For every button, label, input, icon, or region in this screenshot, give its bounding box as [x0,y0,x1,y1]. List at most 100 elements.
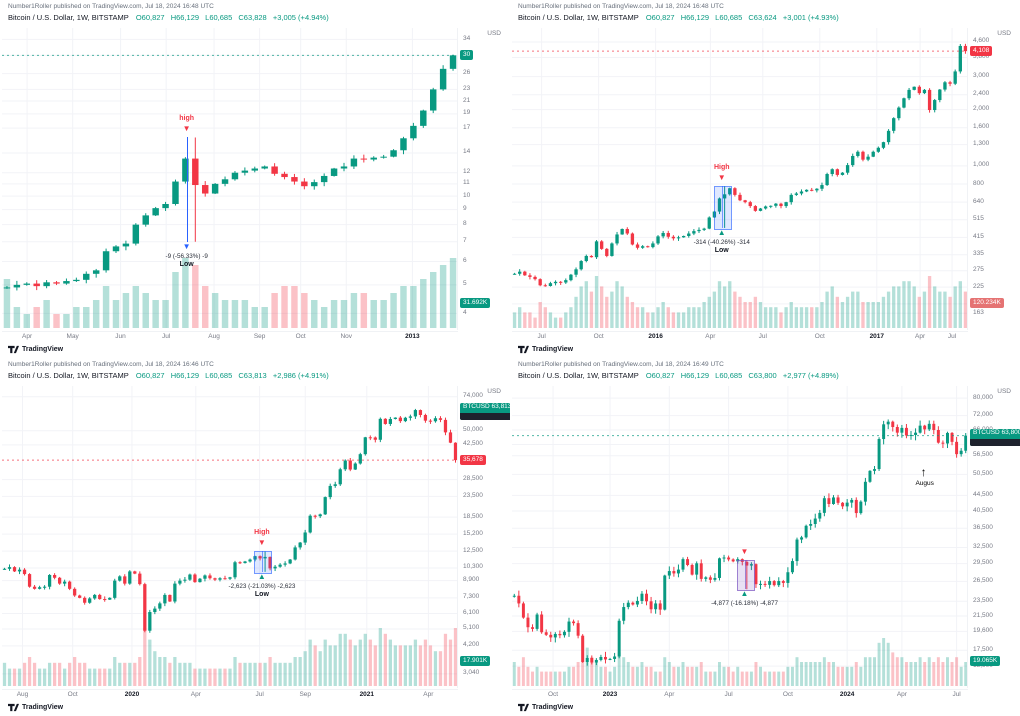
ohlc-high: H66,129 [680,13,710,22]
ohlc-low: L60,685 [715,371,743,380]
price-axis[interactable]: 80,00072,00066,00060,50056,50050,50044,5… [967,386,1020,688]
price-tick-label: 10 [463,191,471,199]
symbol-name[interactable]: Bitcoin / U.S. Dollar, 1W, BITSTAMP [518,13,639,22]
tradingview-footer[interactable]: TradingView [518,345,573,354]
price-tick-label: 44,500 [973,490,993,498]
price-tick-label: 32,500 [973,543,993,551]
price-axis[interactable]: 34302623211917141211109876543031.692K [457,28,510,330]
candlestick-chart[interactable]: ▼ high ▼ -9 (-56.33%) -9 Low [2,28,458,330]
price-tick-label: 1,600 [973,123,990,131]
price-tick-label: 28,500 [463,475,483,483]
price-tick-label: 21 [463,96,471,104]
price-tick-label: 7 [463,237,467,245]
price-tick-label: 335 [973,250,984,258]
attribution: Number1Roller published on TradingView.c… [8,361,214,368]
candlestick-chart[interactable]: ▼ High ▲ -2,623 (-21.03%) -2,623 Low [2,386,458,688]
chart-canvas [512,28,968,328]
price-tick-label: 163 [973,308,984,316]
time-axis-label: May [66,333,79,340]
ohlc-high: H66,129 [680,371,710,380]
time-axis-label: Apr [896,691,907,698]
price-tick-label: 17,500 [973,645,993,653]
chart-canvas [2,386,458,686]
volume-bars [512,276,968,328]
price-tick-label: 29,500 [973,559,993,567]
tradingview-footer[interactable]: TradingView [8,345,63,354]
tradingview-footer[interactable]: TradingView [8,703,63,712]
ohlc-low: L60,685 [205,13,233,22]
price-tick-label: 14 [463,148,471,156]
symbol-name[interactable]: Bitcoin / U.S. Dollar, 1W, BITSTAMP [518,371,639,380]
ohlc-low: L60,685 [205,371,233,380]
ohlc-open: O60,827 [135,13,165,22]
time-axis-label: Oct [295,333,306,340]
time-axis-label: Jul [162,333,171,340]
volume-bars [2,628,458,686]
price-axis[interactable]: 4,600 3,800 3,000 2,400 2,000 1,600 1,300 1,000… [967,28,1020,330]
symbol-price-badge: BTCUSD 63,813 [460,402,510,420]
price-tick-label: 3,000 [973,72,990,80]
ohlc-open: O60,827 [135,371,165,380]
time-axis-label: Apr [915,333,926,340]
symbol-name[interactable]: Bitcoin / U.S. Dollar, 1W, BITSTAMP [8,371,129,380]
time-axis-label: Jul [947,333,957,340]
price-tick-label: 275 [973,266,984,274]
time-axis[interactable]: Oct 2023 Apr Jul Oct 2024 Apr Jul [512,689,968,703]
ohlc-close: C63,813 [238,371,267,380]
time-axis-label: Sep [253,333,266,340]
time-axis-label: Jul [724,691,733,698]
tradingview-label: TradingView [532,346,574,353]
price-tick-label: 11 [463,179,470,187]
volume-badge: 19.065K [970,656,1001,666]
chart-panel-2020: Number1Roller published on TradingView.c… [0,358,511,716]
price-axis[interactable]: 74,000 50,000 42,500 28,500 23,500 18,500 15,2… [457,386,510,688]
tradingview-footer[interactable]: TradingView [518,703,573,712]
price-tick-label: 8 [463,220,467,228]
time-axis-label: Jun [115,333,126,340]
symbol-name[interactable]: Bitcoin / U.S. Dollar, 1W, BITSTAMP [8,13,129,22]
price-tick-label: 415 [973,232,984,240]
volume-bars [3,258,457,328]
currency-label: USD [997,30,1011,37]
price-tick-label: 2,400 [973,90,990,98]
price-tick-label: 8,900 [463,576,480,584]
time-axis-label: Jul [758,333,767,340]
tradingview-label: TradingView [532,704,574,711]
candlestick-chart[interactable]: ▼ High ▲ -314 (-40.26%) -314 Low [512,28,968,330]
time-axis-label: Sep [299,691,312,698]
time-axis-label: Jul [537,333,546,340]
symbol-row: Bitcoin / U.S. Dollar, 1W, BITSTAMP O60,… [518,13,839,22]
price-tick-label: 515 [973,215,984,223]
price-tick-label: 10,300 [463,563,483,571]
price-tick-label: 4,200 [463,641,480,649]
price-tick-label: 5 [463,280,467,288]
time-axis-label: Aug [16,691,29,698]
time-axis-label: Apr [190,691,201,698]
candlestick-chart[interactable]: ▼ ▲ -4,877 (-16.18%) -4,877 ↑ Augus [512,386,968,688]
price-tick-label: 6,100 [463,608,480,616]
time-axis[interactable]: Jul Oct 2016 Apr Jul Oct 2017 Apr Jul [512,331,968,345]
time-axis-label: Apr [423,691,434,698]
tradingview-label: TradingView [22,704,64,711]
time-axis-label: Jul [952,691,961,698]
price-tick-label: 1,000 [973,161,990,169]
time-axis-label: 2024 [839,691,855,698]
ohlc-close: C63,828 [238,13,267,22]
price-tick-label: 23 [463,84,471,92]
price-tick-label: 6 [463,256,467,264]
symbol-price-badge: BTCUSD 63,800 [970,428,1020,446]
time-axis[interactable]: Apr May Jun Jul Aug Sep Oct Nov 2013 [2,331,458,345]
time-axis-label: Oct [814,333,825,340]
price-tick-label: 5,100 [463,624,480,632]
time-axis-label: 2023 [602,691,618,698]
price-tick-label: 2,000 [973,105,990,113]
time-axis-label: 2016 [648,333,663,340]
ohlc-open: O60,827 [645,371,675,380]
time-axis-label: Apr [705,333,716,340]
price-tick-label: 4 [463,308,467,316]
time-axis[interactable]: Aug Oct 2020 Apr Jul Sep 2021 Apr [2,689,458,703]
tradingview-logo-icon [8,345,19,354]
ohlc-close: C63,800 [748,371,777,380]
time-axis-label: Nov [340,333,353,340]
price-tick-label: 42,500 [463,440,483,448]
